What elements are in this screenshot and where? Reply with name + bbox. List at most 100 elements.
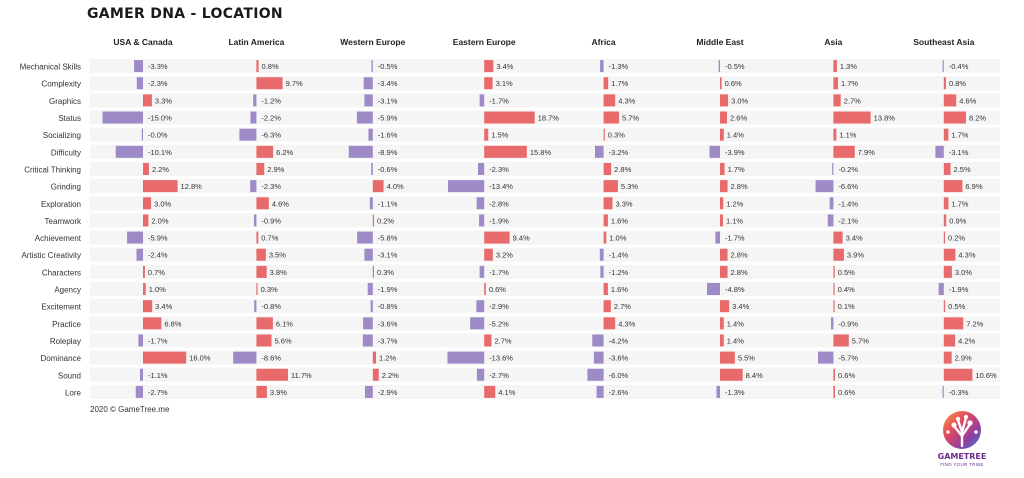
panel-header-southeast-asia: Southeast Asia	[913, 37, 974, 47]
value-label-usa-canada-lore: -2.7%	[148, 388, 168, 397]
bar-africa-characters	[600, 265, 604, 278]
value-label-latin-america-socializing: -6.3%	[261, 131, 281, 140]
value-label-western-europe-graphics: -3.1%	[378, 96, 398, 105]
value-label-southeast-asia-teamwork: 0.9%	[949, 216, 966, 225]
bar-usa-canada-roleplay	[138, 334, 143, 347]
bar-southeast-asia-socializing	[943, 128, 949, 141]
value-label-latin-america-lore: 3.9%	[270, 388, 287, 397]
bar-africa-complexity	[603, 77, 609, 90]
value-label-asia-roleplay: 5.7%	[852, 336, 869, 345]
bar-western-europe-grinding	[372, 180, 384, 193]
value-label-latin-america-exploration: 4.6%	[272, 199, 289, 208]
bar-asia-status	[833, 111, 871, 124]
bar-western-europe-artistic-creativity	[364, 248, 373, 261]
bar-usa-canada-graphics	[143, 94, 152, 107]
bar-africa-teamwork	[603, 214, 608, 227]
value-label-southeast-asia-critical-thinking: 2.5%	[954, 165, 971, 174]
value-label-western-europe-status: -5.9%	[378, 114, 398, 123]
value-label-middle-east-dominance: 5.5%	[738, 354, 755, 363]
bar-eastern-europe-exploration	[476, 197, 485, 210]
bar-middle-east-exploration	[720, 197, 724, 210]
value-label-asia-excitement: 0.1%	[838, 302, 855, 311]
value-label-southeast-asia-dominance: 2.9%	[955, 354, 972, 363]
bar-asia-achievement	[833, 231, 843, 244]
category-label-achievement: Achievement	[35, 234, 82, 243]
bar-southeast-asia-practice	[943, 317, 964, 330]
value-label-western-europe-teamwork: 0.2%	[377, 216, 394, 225]
value-label-latin-america-dominance: -8.6%	[261, 354, 281, 363]
value-label-africa-mechanical-skills: -1.3%	[609, 62, 629, 71]
bar-usa-canada-sound	[140, 368, 143, 381]
bar-western-europe-teamwork	[372, 214, 374, 227]
value-label-southeast-asia-grinding: 6.9%	[965, 182, 982, 191]
bar-western-europe-graphics	[364, 94, 373, 107]
value-label-usa-canada-difficulty: -10.1%	[148, 148, 172, 157]
value-label-latin-america-complexity: 9.7%	[286, 79, 303, 88]
value-label-middle-east-status: 2.6%	[730, 114, 747, 123]
value-label-western-europe-socializing: -1.6%	[378, 131, 398, 140]
value-label-africa-complexity: 1.7%	[611, 79, 628, 88]
value-label-africa-characters: -1.2%	[609, 268, 629, 277]
bar-latin-america-complexity	[256, 77, 283, 90]
value-label-eastern-europe-complexity: 3.1%	[496, 79, 513, 88]
bar-latin-america-excitement	[254, 300, 257, 313]
category-label-critical-thinking: Critical Thinking	[24, 165, 81, 174]
value-label-southeast-asia-mechanical-skills: -0.4%	[949, 62, 969, 71]
value-label-western-europe-achievement: -5.8%	[378, 234, 398, 243]
bar-usa-canada-characters	[143, 265, 145, 278]
category-label-lore: Lore	[65, 388, 82, 397]
bar-eastern-europe-difficulty	[484, 145, 527, 158]
value-label-latin-america-critical-thinking: 2.9%	[267, 165, 284, 174]
row-background	[90, 247, 1000, 262]
row-background	[90, 76, 1000, 91]
value-label-latin-america-agency: 0.3%	[261, 285, 278, 294]
footer-credit: 2020 © GameTree.me	[90, 405, 170, 414]
bar-latin-america-achievement	[256, 231, 259, 244]
value-label-latin-america-teamwork: -0.9%	[261, 216, 281, 225]
value-label-usa-canada-dominance: 16.0%	[189, 354, 211, 363]
value-label-southeast-asia-complexity: 0.8%	[949, 79, 966, 88]
bar-southeast-asia-status	[943, 111, 966, 124]
bar-asia-complexity	[833, 77, 838, 90]
value-label-western-europe-agency: -1.9%	[378, 285, 398, 294]
bar-middle-east-roleplay	[720, 334, 724, 347]
category-label-agency: Agency	[54, 286, 81, 295]
value-label-latin-america-mechanical-skills: 0.8%	[262, 62, 279, 71]
value-label-africa-teamwork: 1.6%	[611, 216, 628, 225]
value-label-usa-canada-roleplay: -1.7%	[148, 336, 168, 345]
bar-southeast-asia-agency	[938, 283, 944, 296]
row-background	[90, 144, 1000, 159]
bar-southeast-asia-difficulty	[935, 145, 944, 158]
value-label-eastern-europe-dominance: -13.6%	[489, 354, 513, 363]
value-label-middle-east-agency: -4.8%	[725, 285, 745, 294]
panel-header-africa: Africa	[592, 37, 616, 47]
category-label-difficulty: Difficulty	[51, 148, 81, 157]
bar-eastern-europe-socializing	[484, 128, 489, 141]
value-label-latin-america-difficulty: 6.2%	[276, 148, 293, 157]
bar-asia-socializing	[833, 128, 837, 141]
bar-southeast-asia-teamwork	[943, 214, 947, 227]
row-background	[90, 316, 1000, 331]
bar-africa-achievement	[603, 231, 607, 244]
bar-latin-america-practice	[256, 317, 273, 330]
bar-usa-canada-mechanical-skills	[134, 60, 143, 73]
value-label-southeast-asia-agency: -1.9%	[949, 285, 969, 294]
category-labels: Mechanical Skills Complexity Graphics Statu…	[20, 63, 82, 398]
value-label-latin-america-graphics: -1.2%	[261, 96, 281, 105]
value-label-latin-america-sound: 11.7%	[291, 371, 312, 380]
bar-southeast-asia-achievement	[943, 231, 945, 244]
value-label-asia-achievement: 3.4%	[846, 234, 863, 243]
bar-western-europe-exploration	[369, 197, 373, 210]
row-background	[90, 161, 1000, 177]
value-label-western-europe-excitement: -0.8%	[378, 302, 398, 311]
value-label-latin-america-status: -2.2%	[261, 114, 281, 123]
value-label-latin-america-practice: 6.1%	[276, 319, 293, 328]
row-background	[90, 213, 1000, 228]
bar-eastern-europe-lore	[484, 385, 496, 398]
value-label-eastern-europe-graphics: -1.7%	[489, 96, 509, 105]
value-label-southeast-asia-artistic-creativity: 4.3%	[958, 251, 975, 260]
panel-header-usa-canada: USA & Canada	[113, 37, 172, 47]
bar-asia-artistic-creativity	[833, 248, 844, 261]
bar-southeast-asia-characters	[943, 265, 952, 278]
bar-africa-difficulty	[594, 145, 604, 158]
